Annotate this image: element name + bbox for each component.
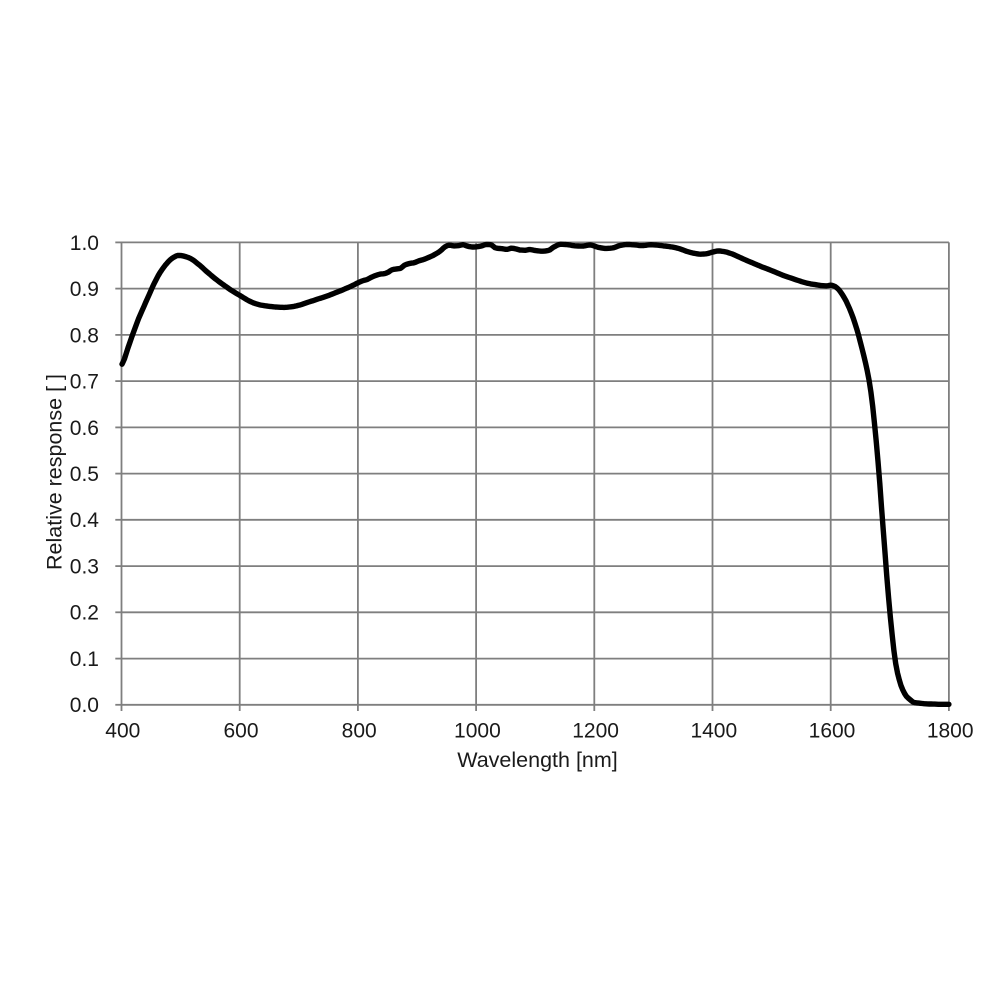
svg-text:1000: 1000 bbox=[454, 720, 501, 743]
svg-text:0.5: 0.5 bbox=[70, 463, 99, 486]
svg-text:400: 400 bbox=[105, 720, 140, 743]
svg-text:0.2: 0.2 bbox=[70, 602, 99, 625]
svg-text:1200: 1200 bbox=[572, 720, 619, 743]
svg-text:0.7: 0.7 bbox=[70, 371, 99, 394]
svg-text:Wavelength [nm]: Wavelength [nm] bbox=[457, 748, 618, 772]
svg-text:0.4: 0.4 bbox=[70, 509, 100, 532]
svg-text:1400: 1400 bbox=[690, 720, 737, 743]
svg-text:0.1: 0.1 bbox=[70, 648, 99, 671]
svg-text:600: 600 bbox=[223, 720, 258, 743]
svg-text:1.0: 1.0 bbox=[70, 232, 99, 255]
svg-text:0.8: 0.8 bbox=[70, 324, 99, 347]
svg-text:0.3: 0.3 bbox=[70, 556, 99, 579]
svg-text:Relative response [ ]: Relative response [ ] bbox=[43, 374, 67, 570]
svg-text:0.9: 0.9 bbox=[70, 278, 99, 301]
svg-text:800: 800 bbox=[342, 720, 377, 743]
svg-text:0.6: 0.6 bbox=[70, 417, 99, 440]
svg-text:1600: 1600 bbox=[809, 720, 856, 743]
svg-text:0.0: 0.0 bbox=[70, 694, 99, 717]
svg-text:1800: 1800 bbox=[927, 720, 974, 743]
